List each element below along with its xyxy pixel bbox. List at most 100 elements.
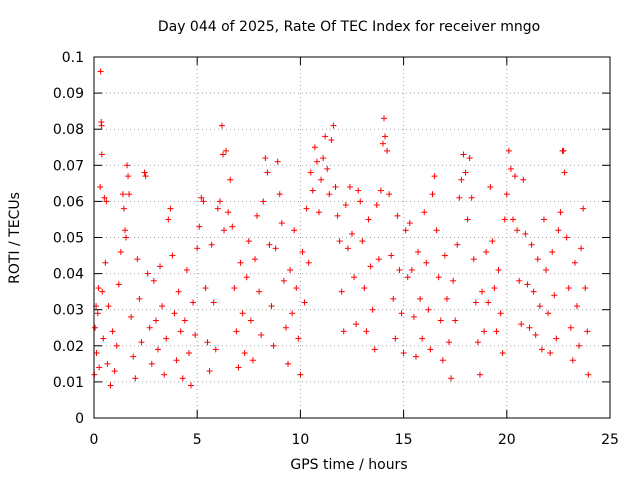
data-points: [91, 68, 592, 389]
data-point: [346, 183, 353, 190]
y-tick-label: 0.06: [53, 194, 84, 210]
data-point: [578, 245, 585, 252]
data-point: [272, 245, 279, 252]
data-point: [146, 324, 153, 331]
data-point: [98, 122, 105, 129]
data-point: [481, 328, 488, 335]
data-point: [342, 202, 349, 209]
data-point: [483, 248, 490, 255]
data-point: [276, 191, 283, 198]
data-point: [126, 191, 133, 198]
data-point: [396, 266, 403, 273]
data-point: [520, 176, 527, 183]
grid: [94, 57, 610, 418]
data-point: [419, 335, 426, 342]
data-point: [404, 274, 411, 281]
data-point: [507, 165, 514, 172]
data-point: [179, 375, 186, 382]
data-point: [406, 220, 413, 227]
data-point: [105, 303, 112, 310]
data-point: [474, 339, 481, 346]
data-point: [254, 212, 261, 219]
data-point: [122, 234, 129, 241]
data-point: [330, 122, 337, 129]
x-tick-label: 20: [498, 432, 516, 448]
x-axis: 0 5 10 15 20 25: [90, 57, 619, 448]
data-point: [100, 335, 107, 342]
data-point: [299, 248, 306, 255]
data-point: [210, 299, 217, 306]
data-point: [565, 285, 572, 292]
data-point: [576, 342, 583, 349]
data-point: [505, 147, 512, 154]
data-point: [169, 252, 176, 259]
data-point: [167, 205, 174, 212]
x-tick-label: 10: [291, 432, 309, 448]
plot-frame: [93, 56, 611, 419]
data-point: [384, 147, 391, 154]
data-point: [549, 248, 556, 255]
data-point: [351, 274, 358, 281]
data-point: [446, 339, 453, 346]
data-point: [214, 205, 221, 212]
data-point: [102, 259, 109, 266]
data-point: [297, 371, 304, 378]
data-point: [495, 266, 502, 273]
data-point: [402, 227, 409, 234]
data-point: [349, 230, 355, 237]
data-point: [427, 346, 434, 353]
data-point: [386, 191, 393, 198]
data-point: [454, 241, 461, 248]
data-point: [218, 122, 225, 129]
data-point: [196, 223, 203, 230]
data-point: [233, 328, 240, 335]
data-point: [429, 191, 436, 198]
data-point: [132, 375, 139, 382]
data-point: [355, 187, 362, 194]
y-tick-label: 0.05: [53, 231, 84, 247]
data-point: [117, 248, 124, 255]
data-point: [538, 346, 545, 353]
data-point: [128, 313, 135, 320]
data-point: [270, 342, 277, 349]
data-point: [185, 350, 192, 357]
data-point: [392, 335, 399, 342]
data-point: [435, 274, 442, 281]
data-point: [237, 259, 244, 266]
data-point: [141, 169, 148, 176]
data-point: [433, 227, 440, 234]
data-point: [115, 281, 122, 288]
data-point: [324, 165, 331, 172]
data-point: [95, 285, 102, 292]
data-point: [499, 350, 506, 357]
data-point: [249, 357, 256, 364]
data-point: [390, 295, 397, 302]
data-point: [573, 303, 580, 310]
data-point: [291, 227, 298, 234]
data-point: [124, 162, 131, 169]
data-point: [443, 295, 450, 302]
data-point: [216, 198, 223, 205]
data-point: [569, 357, 576, 364]
data-point: [223, 147, 230, 154]
data-point: [412, 353, 419, 360]
data-point: [212, 346, 219, 353]
y-axis-label: ROTI / TECUs: [7, 192, 23, 284]
data-point: [245, 238, 252, 245]
data-point: [528, 241, 535, 248]
data-point: [134, 256, 141, 263]
data-point: [163, 335, 170, 342]
data-point: [363, 328, 370, 335]
data-point: [157, 263, 164, 270]
y-tick-label: 0.01: [53, 375, 84, 391]
data-point: [493, 328, 500, 335]
data-point: [194, 245, 201, 252]
data-point: [560, 147, 567, 154]
data-point: [235, 364, 242, 371]
chart-title: Day 044 of 2025, Rate Of TEC Index for r…: [158, 19, 540, 35]
data-point: [476, 371, 483, 378]
data-point: [462, 169, 469, 176]
data-point: [456, 194, 463, 201]
data-point: [437, 317, 444, 324]
